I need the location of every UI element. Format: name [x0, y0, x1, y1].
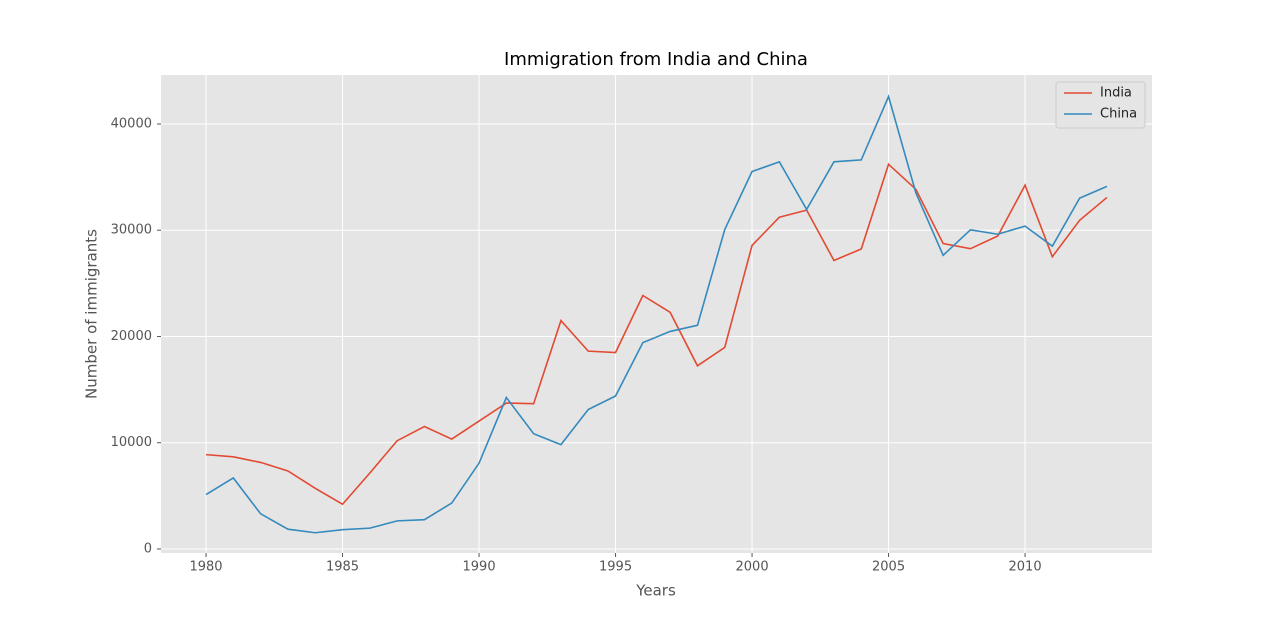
line-series [205, 94, 1108, 534]
x-tick-label: 1980 [189, 560, 222, 575]
y-tick-label: 20000 [111, 329, 152, 344]
x-tick-label: 2010 [1009, 560, 1042, 575]
y-tick-label: 30000 [111, 223, 152, 238]
chart-title: Immigration from India and China [504, 49, 808, 70]
plot-area [161, 75, 1152, 553]
x-tick-label: 1995 [599, 560, 632, 575]
x-tick-label: 2000 [736, 560, 769, 575]
x-tick-label: 1985 [326, 560, 359, 575]
y-tick-label: 0 [144, 541, 152, 556]
legend-label: China [1100, 107, 1137, 122]
legend-label: India [1100, 86, 1132, 101]
line-series [205, 162, 1108, 506]
x-tick-label: 2005 [872, 560, 905, 575]
x-axis-label: Years [635, 582, 676, 600]
x-tick-label: 1990 [463, 560, 496, 575]
y-tick-label: 40000 [111, 116, 152, 131]
y-tick-label: 10000 [111, 435, 152, 450]
y-axis-label: Number of immigrants [83, 229, 101, 399]
